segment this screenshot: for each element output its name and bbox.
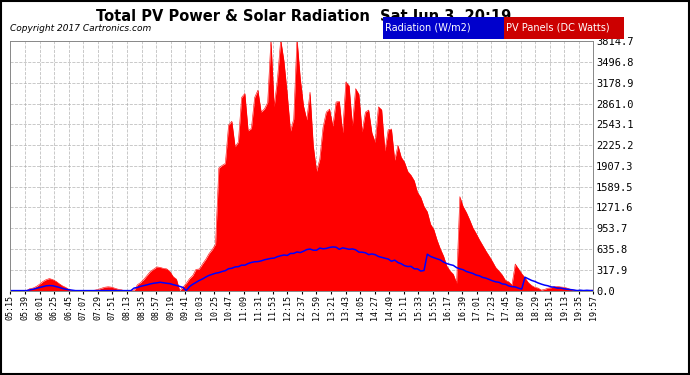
Text: Radiation (W/m2): Radiation (W/m2) xyxy=(385,22,471,32)
Text: PV Panels (DC Watts): PV Panels (DC Watts) xyxy=(506,22,609,32)
Text: Copyright 2017 Cartronics.com: Copyright 2017 Cartronics.com xyxy=(10,24,152,33)
Text: Total PV Power & Solar Radiation  Sat Jun 3  20:19: Total PV Power & Solar Radiation Sat Jun… xyxy=(96,9,511,24)
